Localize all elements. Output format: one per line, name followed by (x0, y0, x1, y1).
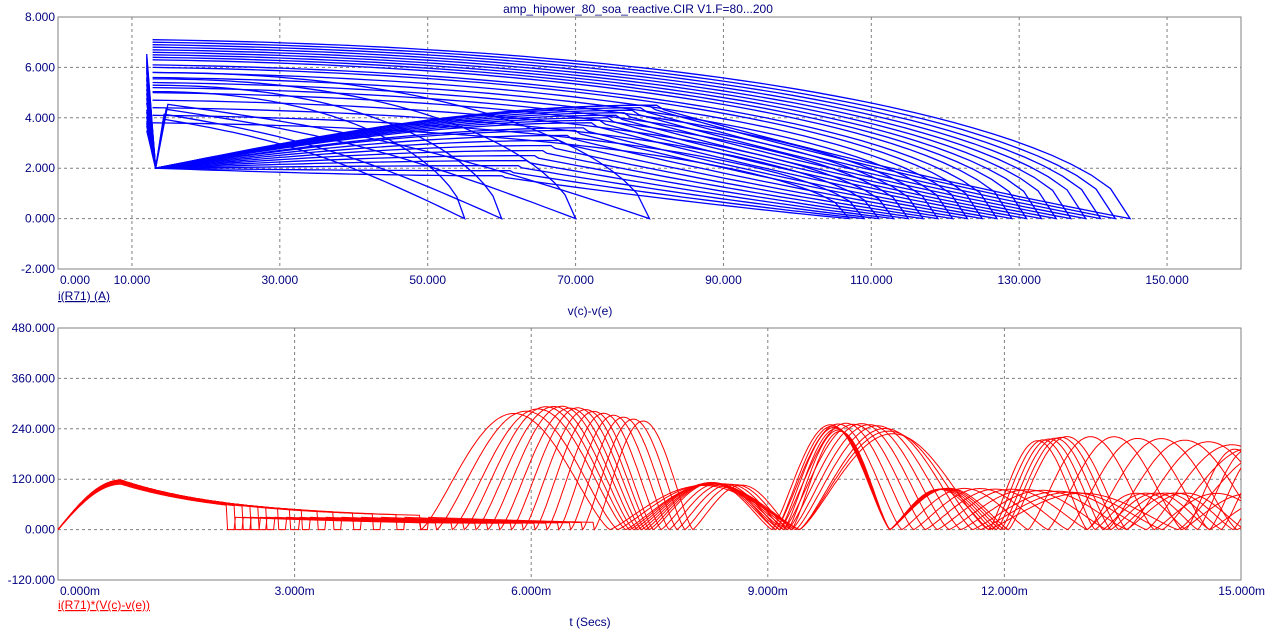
bottom-x-tick-label: 12.000m (981, 584, 1028, 598)
top-y-tick-labels: 8.000 6.000 4.000 2.000 0.000 -2.000 (21, 10, 55, 276)
top-y-tick-label: 8.000 (25, 10, 55, 24)
bottom-y-tick-label: 240.000 (12, 422, 56, 436)
bottom-chart[interactable]: 0.000m 3.000m 6.000m 9.000m 12.000m 15.000m 4… (8, 321, 1265, 629)
top-series-curve (146, 49, 1073, 220)
bottom-y-tick-label: 360.000 (12, 371, 56, 385)
top-series-group (146, 39, 1132, 220)
top-grid (58, 17, 1241, 269)
top-series-curve (146, 44, 1102, 220)
bottom-series-group (57, 405, 1242, 531)
bottom-series-curve (57, 414, 1242, 531)
bottom-series-curve (57, 420, 1242, 531)
bottom-series-curve (57, 408, 1242, 531)
top-series-curve (146, 99, 895, 220)
top-x-tick-label: 70.000 (557, 273, 594, 287)
bottom-x-tick-label: 6.000m (511, 584, 551, 598)
bottom-grid (58, 328, 1241, 580)
top-y-tick-label: 2.000 (25, 161, 55, 175)
bottom-y-tick-label: -120.000 (8, 573, 56, 587)
top-y-axis-label: i(R71) (A) (58, 289, 110, 303)
top-series-curve (146, 86, 925, 220)
bottom-series-curve (57, 413, 1242, 531)
top-series-curve (146, 107, 881, 220)
top-series-curve (146, 122, 851, 220)
top-y-tick-label: 6.000 (25, 60, 55, 74)
top-x-tick-labels: 0.000 10.000 30.000 50.000 70.000 90.000 110.0… (60, 273, 1189, 287)
top-y-tick-label: 0.000 (25, 212, 55, 226)
bottom-x-tick-label: 9.000m (748, 584, 788, 598)
top-series-curve (146, 90, 466, 220)
top-series-curve (146, 81, 940, 220)
bottom-series-curve (57, 407, 1242, 531)
top-x-axis-label: v(c)-v(e) (568, 304, 613, 318)
top-series-curve (146, 59, 1014, 220)
top-series-curve (146, 51, 1058, 220)
bottom-y-axis-label: i(R71)*(V(c)-v(e)) (58, 598, 150, 612)
top-series-curve (146, 54, 1043, 220)
top-x-tick-label: 0.000 (60, 273, 90, 287)
bottom-series-curve (57, 407, 1242, 531)
top-series-curve (146, 46, 1088, 220)
bottom-series-curve (57, 406, 1242, 531)
top-plot-frame (57, 16, 1242, 270)
bottom-series-curve (57, 410, 1242, 531)
top-x-tick-label: 30.000 (261, 273, 298, 287)
bottom-y-tick-labels: 480.000 360.000 240.000 120.000 0.000 -120.00… (8, 321, 56, 587)
top-x-tick-label: 150.000 (1145, 273, 1189, 287)
top-series-curve (146, 71, 969, 220)
top-series-curve (146, 78, 577, 220)
bottom-x-tick-label: 3.000m (275, 584, 315, 598)
top-series-curve (146, 76, 954, 220)
top-x-tick-label: 50.000 (409, 273, 446, 287)
top-chart-title: amp_hipower_80_soa_reactive.CIR V1.F=80.… (503, 2, 773, 16)
bottom-x-axis-label: t (Secs) (569, 615, 610, 629)
top-y-tick-label: 4.000 (25, 111, 55, 125)
top-series-curve (146, 56, 1028, 220)
top-x-tick-label: 10.000 (114, 273, 151, 287)
bottom-series-curve (57, 412, 1242, 531)
bottom-series-curve (57, 406, 1242, 531)
bottom-series-curve (57, 405, 1242, 531)
bottom-y-tick-label: 0.000 (25, 523, 55, 537)
top-series-curve (146, 91, 910, 220)
bottom-x-tick-label: 15.000m (1218, 584, 1265, 598)
top-series-curve (146, 64, 999, 220)
top-x-tick-label: 90.000 (705, 273, 742, 287)
top-series-curve (146, 66, 984, 220)
bottom-series-curve (57, 409, 1242, 531)
top-series-curve (146, 114, 866, 220)
bottom-y-tick-label: 120.000 (12, 472, 56, 486)
bottom-x-tick-labels: 0.000m 3.000m 6.000m 9.000m 12.000m 15.000m (60, 584, 1265, 598)
top-x-tick-label: 110.000 (850, 273, 893, 287)
top-chart[interactable]: 0.000 10.000 30.000 50.000 70.000 90.000 110.0… (21, 10, 1242, 318)
bottom-series-curve (57, 410, 1242, 531)
top-series-curve (146, 71, 651, 220)
bottom-plot-frame (57, 327, 1242, 581)
top-x-tick-label: 130.000 (997, 273, 1041, 287)
bottom-x-tick-label: 0.000m (60, 584, 100, 598)
bottom-y-tick-label: 480.000 (12, 321, 56, 335)
top-y-tick-label: -2.000 (21, 262, 55, 276)
